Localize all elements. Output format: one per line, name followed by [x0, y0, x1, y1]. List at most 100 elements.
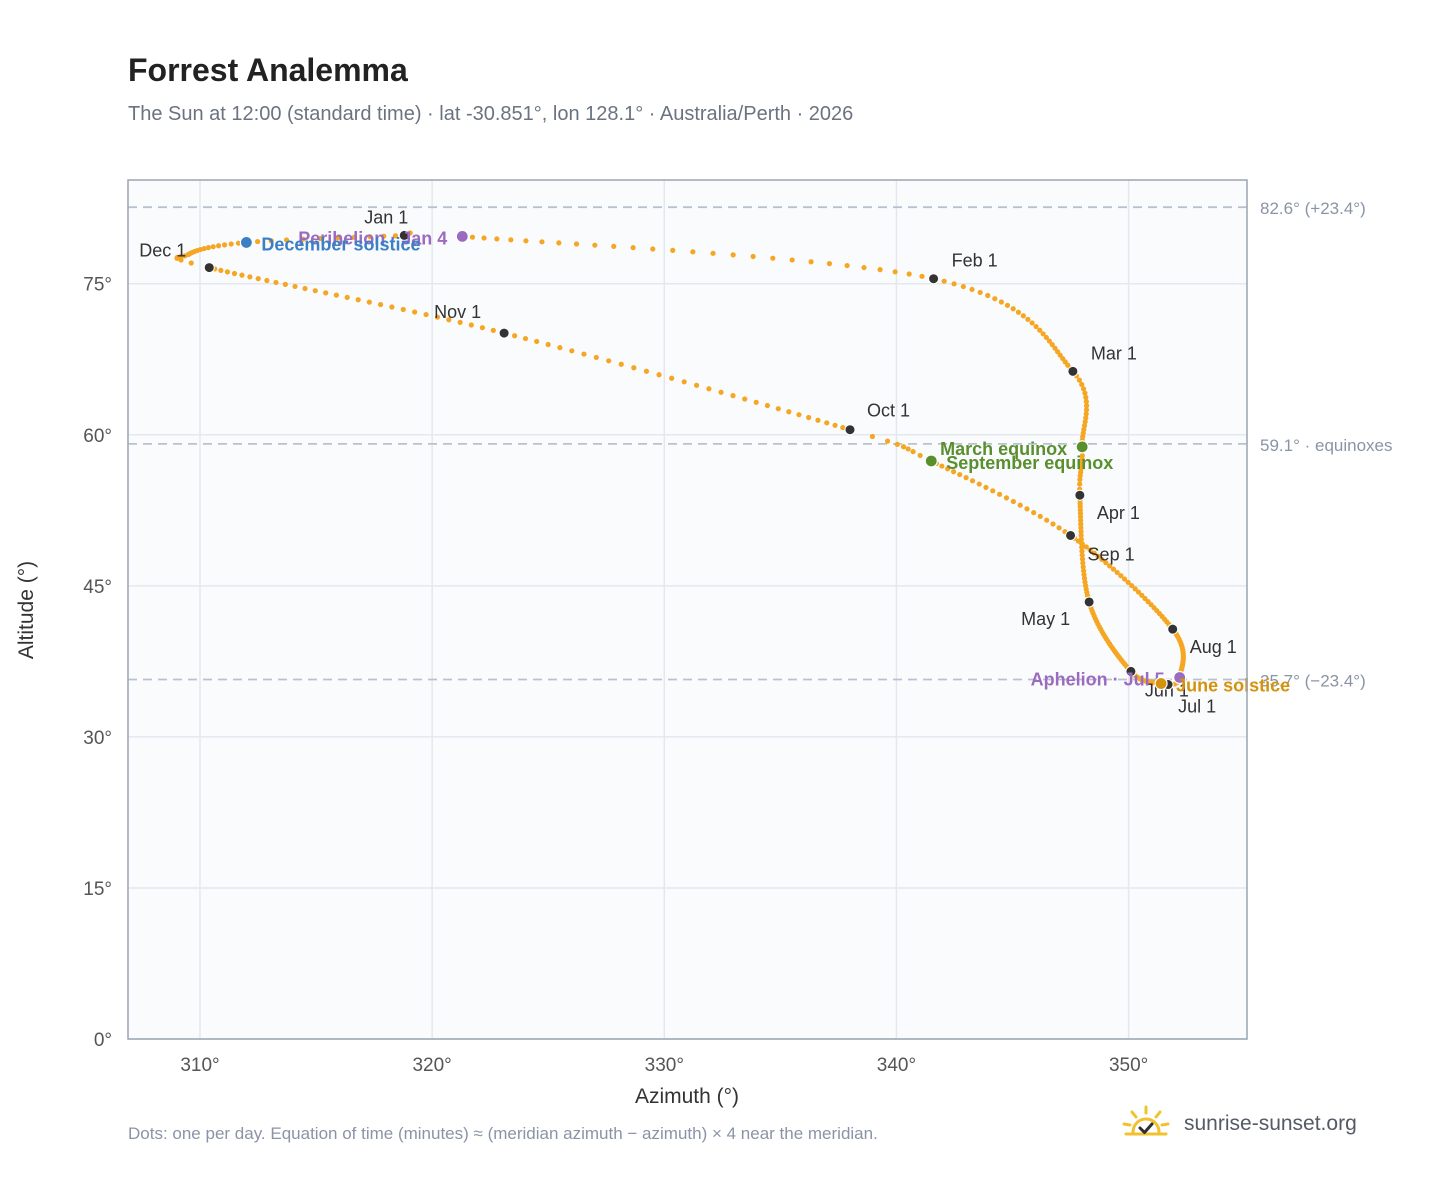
daily-dot [201, 245, 207, 252]
daily-dot [690, 249, 696, 255]
daily-dot [917, 452, 923, 459]
daily-dot [1031, 510, 1037, 516]
daily-dot [255, 276, 261, 282]
daily-dot [963, 475, 969, 481]
plot-frame [127, 179, 1248, 1040]
daily-dot [302, 285, 308, 292]
daily-dot [400, 306, 406, 313]
daily-dot [412, 309, 418, 315]
daily-dot [573, 241, 580, 247]
daily-dot [1044, 517, 1050, 523]
event-label: March equinox [940, 439, 1067, 459]
daily-dot [177, 254, 184, 260]
event-marker [1173, 670, 1187, 685]
daily-dot [1121, 576, 1128, 582]
daily-dot [1080, 568, 1087, 574]
daily-dot [1003, 495, 1010, 501]
daily-dot [1125, 579, 1131, 585]
daily-dot [239, 272, 245, 278]
daily-dot [1080, 564, 1086, 570]
brand-name: sunrise-sunset.org [1184, 1112, 1357, 1135]
daily-dot [806, 414, 812, 421]
daily-dot [869, 433, 876, 440]
daily-dot [992, 296, 998, 302]
daily-dot [481, 235, 487, 241]
daily-dot [611, 243, 617, 249]
daily-dot [273, 279, 279, 286]
sun-check-icon [1122, 1105, 1170, 1136]
y-tick-label: 0° [94, 1030, 112, 1051]
axis-ticks: 310° 320° 330° 340° 350° 0° 15° 30° 45° 60° 75° [83, 275, 1148, 1076]
daily-dot [512, 333, 518, 339]
daily-dot [557, 345, 563, 351]
daily-dot [1083, 415, 1089, 421]
daily-dot [344, 294, 350, 301]
daily-dot [523, 238, 529, 244]
month-marker [398, 229, 410, 241]
daily-dot [1077, 477, 1083, 483]
daily-dot [1078, 521, 1084, 527]
daily-dot [264, 277, 270, 284]
daily-dot [983, 484, 989, 491]
daily-dot [224, 269, 231, 275]
daily-dot [770, 255, 776, 261]
daily-dot [631, 365, 637, 371]
x-tick-label: 350° [1109, 1055, 1148, 1076]
daily-dot [1056, 525, 1062, 531]
x-axis-label: Azimuth (°) [635, 1085, 739, 1108]
daily-dot [1015, 309, 1022, 315]
month-label: Apr 1 [1097, 503, 1140, 523]
daily-dot [581, 351, 587, 357]
daily-dot [1139, 592, 1145, 598]
daily-dot [650, 246, 656, 252]
chart-subtitle: The Sun at 12:00 (standard time) · lat -… [128, 103, 854, 125]
daily-dot [1095, 553, 1101, 559]
daily-dot [976, 481, 982, 487]
y-axis-label: Altitude (°) [15, 561, 38, 659]
daily-dot [706, 386, 712, 392]
month-marker [928, 273, 940, 285]
month-marker [1065, 529, 1077, 541]
reference-line-label: 59.1° · equinoxes [1260, 436, 1393, 455]
daily-dot [1087, 547, 1093, 553]
month-label: Aug 1 [1190, 637, 1237, 657]
daily-dot [593, 354, 599, 361]
daily-dot [1079, 453, 1085, 459]
daily-dot [1083, 398, 1089, 405]
daily-dot [469, 234, 476, 240]
daily-dot [1078, 532, 1084, 539]
month-label: Nov 1 [434, 302, 481, 322]
event-label: Aphelion · Jul 5 [1031, 669, 1165, 689]
daily-dot [1010, 306, 1016, 312]
daily-dot [1077, 481, 1083, 487]
month-label: Sep 1 [1088, 544, 1135, 564]
x-tick-label: 310° [180, 1055, 219, 1076]
daily-dot [392, 233, 399, 239]
daily-dot [389, 304, 395, 310]
plot-background [128, 180, 1247, 1039]
daily-dot [215, 243, 222, 249]
daily-dot [1083, 394, 1089, 400]
y-tick-label: 30° [83, 728, 112, 749]
daily-dot [681, 379, 687, 385]
daily-dot [268, 238, 274, 244]
daily-dot [775, 406, 781, 412]
daily-dot [323, 290, 329, 296]
daily-dot [951, 281, 957, 287]
daily-dot [1079, 381, 1085, 388]
daily-dot [786, 409, 792, 415]
daily-dot [221, 242, 228, 248]
daily-dot [1076, 377, 1082, 383]
month-marker [1125, 665, 1137, 677]
daily-dot [1025, 316, 1031, 322]
month-marker [1074, 489, 1086, 501]
month-marker [498, 327, 510, 339]
brand-logo[interactable]: sunrise-sunset.org [1120, 1104, 1357, 1144]
daily-dot [753, 399, 759, 405]
footnote: Dots: one per day. Equation of time (min… [128, 1124, 878, 1143]
daily-dot [1103, 560, 1109, 566]
month-label: Mar 1 [1091, 343, 1137, 363]
daily-dot [900, 444, 907, 450]
daily-dot [522, 335, 529, 342]
